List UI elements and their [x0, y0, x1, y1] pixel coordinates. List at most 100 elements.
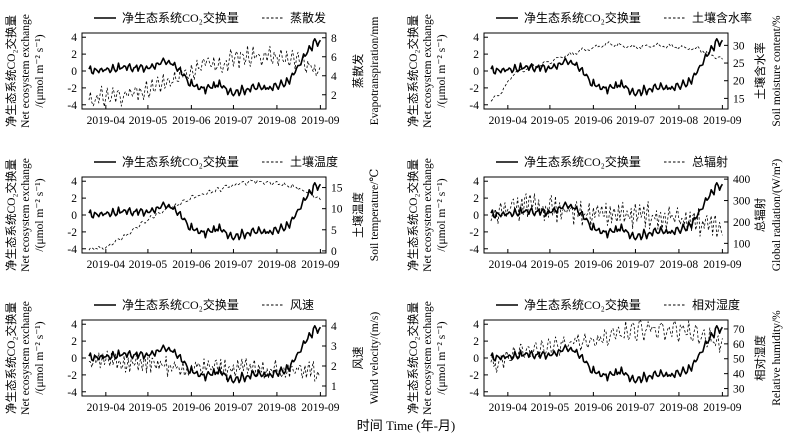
- series-line-nee-panel-b: [490, 38, 724, 97]
- x-tick-label: 2019-05: [531, 402, 570, 414]
- y-right-tick-label: 60: [733, 339, 745, 351]
- y-right-tick-label: 30: [733, 384, 745, 396]
- x-tick-label: 2019-06: [574, 402, 613, 414]
- y-left-tick-label: -4: [67, 244, 77, 256]
- y-left-tick-label: 0: [71, 210, 77, 222]
- y-left-tick-label: 4: [71, 319, 77, 331]
- x-tick-label: 2019-06: [172, 402, 211, 414]
- chart-panel-d: -4 -2 0 2 4 100 200 300 400 2019-04 2019-05 2019-06…: [406, 154, 783, 272]
- x-tick-label: 2019-06: [172, 115, 211, 127]
- x-tick-label: 2019-08: [258, 402, 297, 414]
- x-tick-label: 2019-04: [87, 115, 126, 127]
- y-right-tick-label: 30: [733, 40, 745, 52]
- x-tick-label: 2019-05: [129, 115, 168, 127]
- x-tick-label: 2019-09: [703, 402, 742, 414]
- legend-label-driver: 相对湿度: [692, 297, 740, 312]
- x-tick-label: 2019-07: [616, 259, 655, 271]
- y-left-tick-label: 0: [71, 353, 77, 365]
- y-left-tick-label: 2: [473, 49, 479, 61]
- y-right-tick-label: 10: [331, 204, 343, 216]
- x-tick-label: 2019-07: [616, 402, 655, 414]
- x-tick-label: 2019-08: [258, 259, 297, 271]
- chart-panel-a: -4 -2 0 2 4 2 4 6 8 2019-04 2019-05 2019-06 2019-07 2…: [4, 10, 381, 128]
- y-right-tick-label: 70: [733, 324, 745, 336]
- y-left-axis-title-line-2: Net ecosystem exchange: [20, 14, 32, 128]
- y-right-tick-label: 3: [331, 341, 337, 353]
- y-left-tick-label: 4: [71, 32, 77, 44]
- y-right-axis-title-line-1: 土壤含水率: [753, 42, 767, 100]
- legend-label-driver: 土壤温度: [290, 154, 338, 169]
- y-left-tick-label: 0: [473, 353, 479, 365]
- x-tick-label: 2019-06: [574, 115, 613, 127]
- y-left-axis-title-line-1: 净生态系统CO₂交换量: [406, 15, 420, 127]
- legend-label-driver: 风速: [290, 298, 314, 312]
- x-tick-label: 2019-07: [214, 115, 253, 127]
- y-left-axis-title-line-2: Net ecosystem exchange: [422, 158, 434, 272]
- y-right-axis-title-line-2: Wind velocity/(m/s): [369, 312, 381, 405]
- y-left-tick-label: -4: [469, 387, 479, 399]
- series-line-driver-panel-d: [490, 193, 723, 238]
- x-tick-label: 2019-04: [489, 259, 528, 271]
- y-right-tick-label: 15: [733, 93, 745, 105]
- y-left-tick-label: 2: [71, 193, 77, 205]
- y-left-tick-label: 2: [71, 49, 77, 61]
- y-right-tick-label: 4: [331, 71, 337, 83]
- y-right-tick-label: 100: [733, 238, 751, 250]
- y-left-axis-title-line-1: 净生态系统CO₂交换量: [406, 302, 420, 414]
- x-tick-label: 2019-06: [172, 259, 211, 271]
- x-tick-label: 2019-08: [660, 115, 699, 127]
- series-line-driver-panel-e: [88, 350, 321, 382]
- x-tick-label: 2019-04: [87, 402, 126, 414]
- y-right-tick-label: 5: [331, 225, 337, 237]
- legend-label-driver: 蒸散发: [290, 10, 326, 25]
- x-tick-label: 2019-04: [87, 259, 126, 271]
- y-right-axis-title-line-2: Relative humidity/%: [771, 310, 783, 406]
- legend-label-driver: 总辐射: [692, 154, 728, 169]
- y-left-axis-title-line-3: /(μmol m⁻² s⁻¹): [436, 34, 448, 107]
- y-right-axis-title-line-2: Soil temperature/℃: [369, 169, 381, 262]
- legend-label-nee: 净生态系统CO₂交换量: [122, 297, 239, 312]
- y-left-axis-title-line-3: /(μmol m⁻² s⁻¹): [436, 178, 448, 251]
- y-left-tick-label: -2: [469, 227, 479, 239]
- x-tick-label: 2019-05: [129, 402, 168, 414]
- y-right-axis-title-line-1: 总辐射: [753, 197, 767, 232]
- plot-frame: [81, 32, 327, 110]
- y-right-tick-label: 6: [331, 52, 337, 64]
- plot-frame: [81, 176, 327, 254]
- series-line-nee-panel-e: [88, 325, 322, 384]
- y-right-axis-title-line-2: Global radiation/(W/m²): [771, 159, 783, 272]
- y-right-tick-label: 2: [331, 361, 337, 373]
- y-right-tick-label: 25: [733, 58, 745, 70]
- y-left-tick-label: -4: [469, 100, 479, 112]
- y-right-axis-title-line-2: Evapotranspiration/mm: [369, 17, 381, 126]
- y-right-tick-label: 4: [331, 321, 337, 333]
- y-left-tick-label: -2: [469, 83, 479, 95]
- y-left-axis-title-line-1: 净生态系统CO₂交换量: [4, 159, 18, 271]
- plot-frame: [483, 176, 729, 254]
- series-line-nee-panel-a: [88, 38, 322, 97]
- y-left-axis-title-line-2: Net ecosystem exchange: [422, 301, 434, 415]
- x-tick-label: 2019-08: [660, 259, 699, 271]
- legend-label-nee: 净生态系统CO₂交换量: [122, 154, 239, 169]
- y-left-tick-label: -4: [469, 244, 479, 256]
- y-left-tick-label: 2: [473, 193, 479, 205]
- x-tick-label: 2019-09: [703, 259, 742, 271]
- y-left-tick-label: 0: [473, 66, 479, 78]
- y-left-axis-title-line-3: /(μmol m⁻² s⁻¹): [34, 34, 46, 107]
- y-right-tick-label: 200: [733, 217, 751, 229]
- plot-frame: [483, 319, 729, 397]
- y-left-tick-label: 4: [473, 319, 479, 331]
- x-tick-label: 2019-06: [574, 259, 613, 271]
- legend-label-nee: 净生态系统CO₂交换量: [524, 154, 641, 169]
- y-left-tick-label: -2: [67, 227, 77, 239]
- x-tick-label: 2019-07: [616, 115, 655, 127]
- y-right-tick-label: 2: [331, 90, 337, 102]
- y-right-tick-label: 20: [733, 76, 745, 88]
- y-right-tick-label: 300: [733, 196, 751, 208]
- legend-label-nee: 净生态系统CO₂交换量: [122, 10, 239, 25]
- series-line-nee-panel-d: [490, 182, 724, 241]
- y-left-tick-label: 4: [473, 32, 479, 44]
- y-left-tick-label: 2: [71, 336, 77, 348]
